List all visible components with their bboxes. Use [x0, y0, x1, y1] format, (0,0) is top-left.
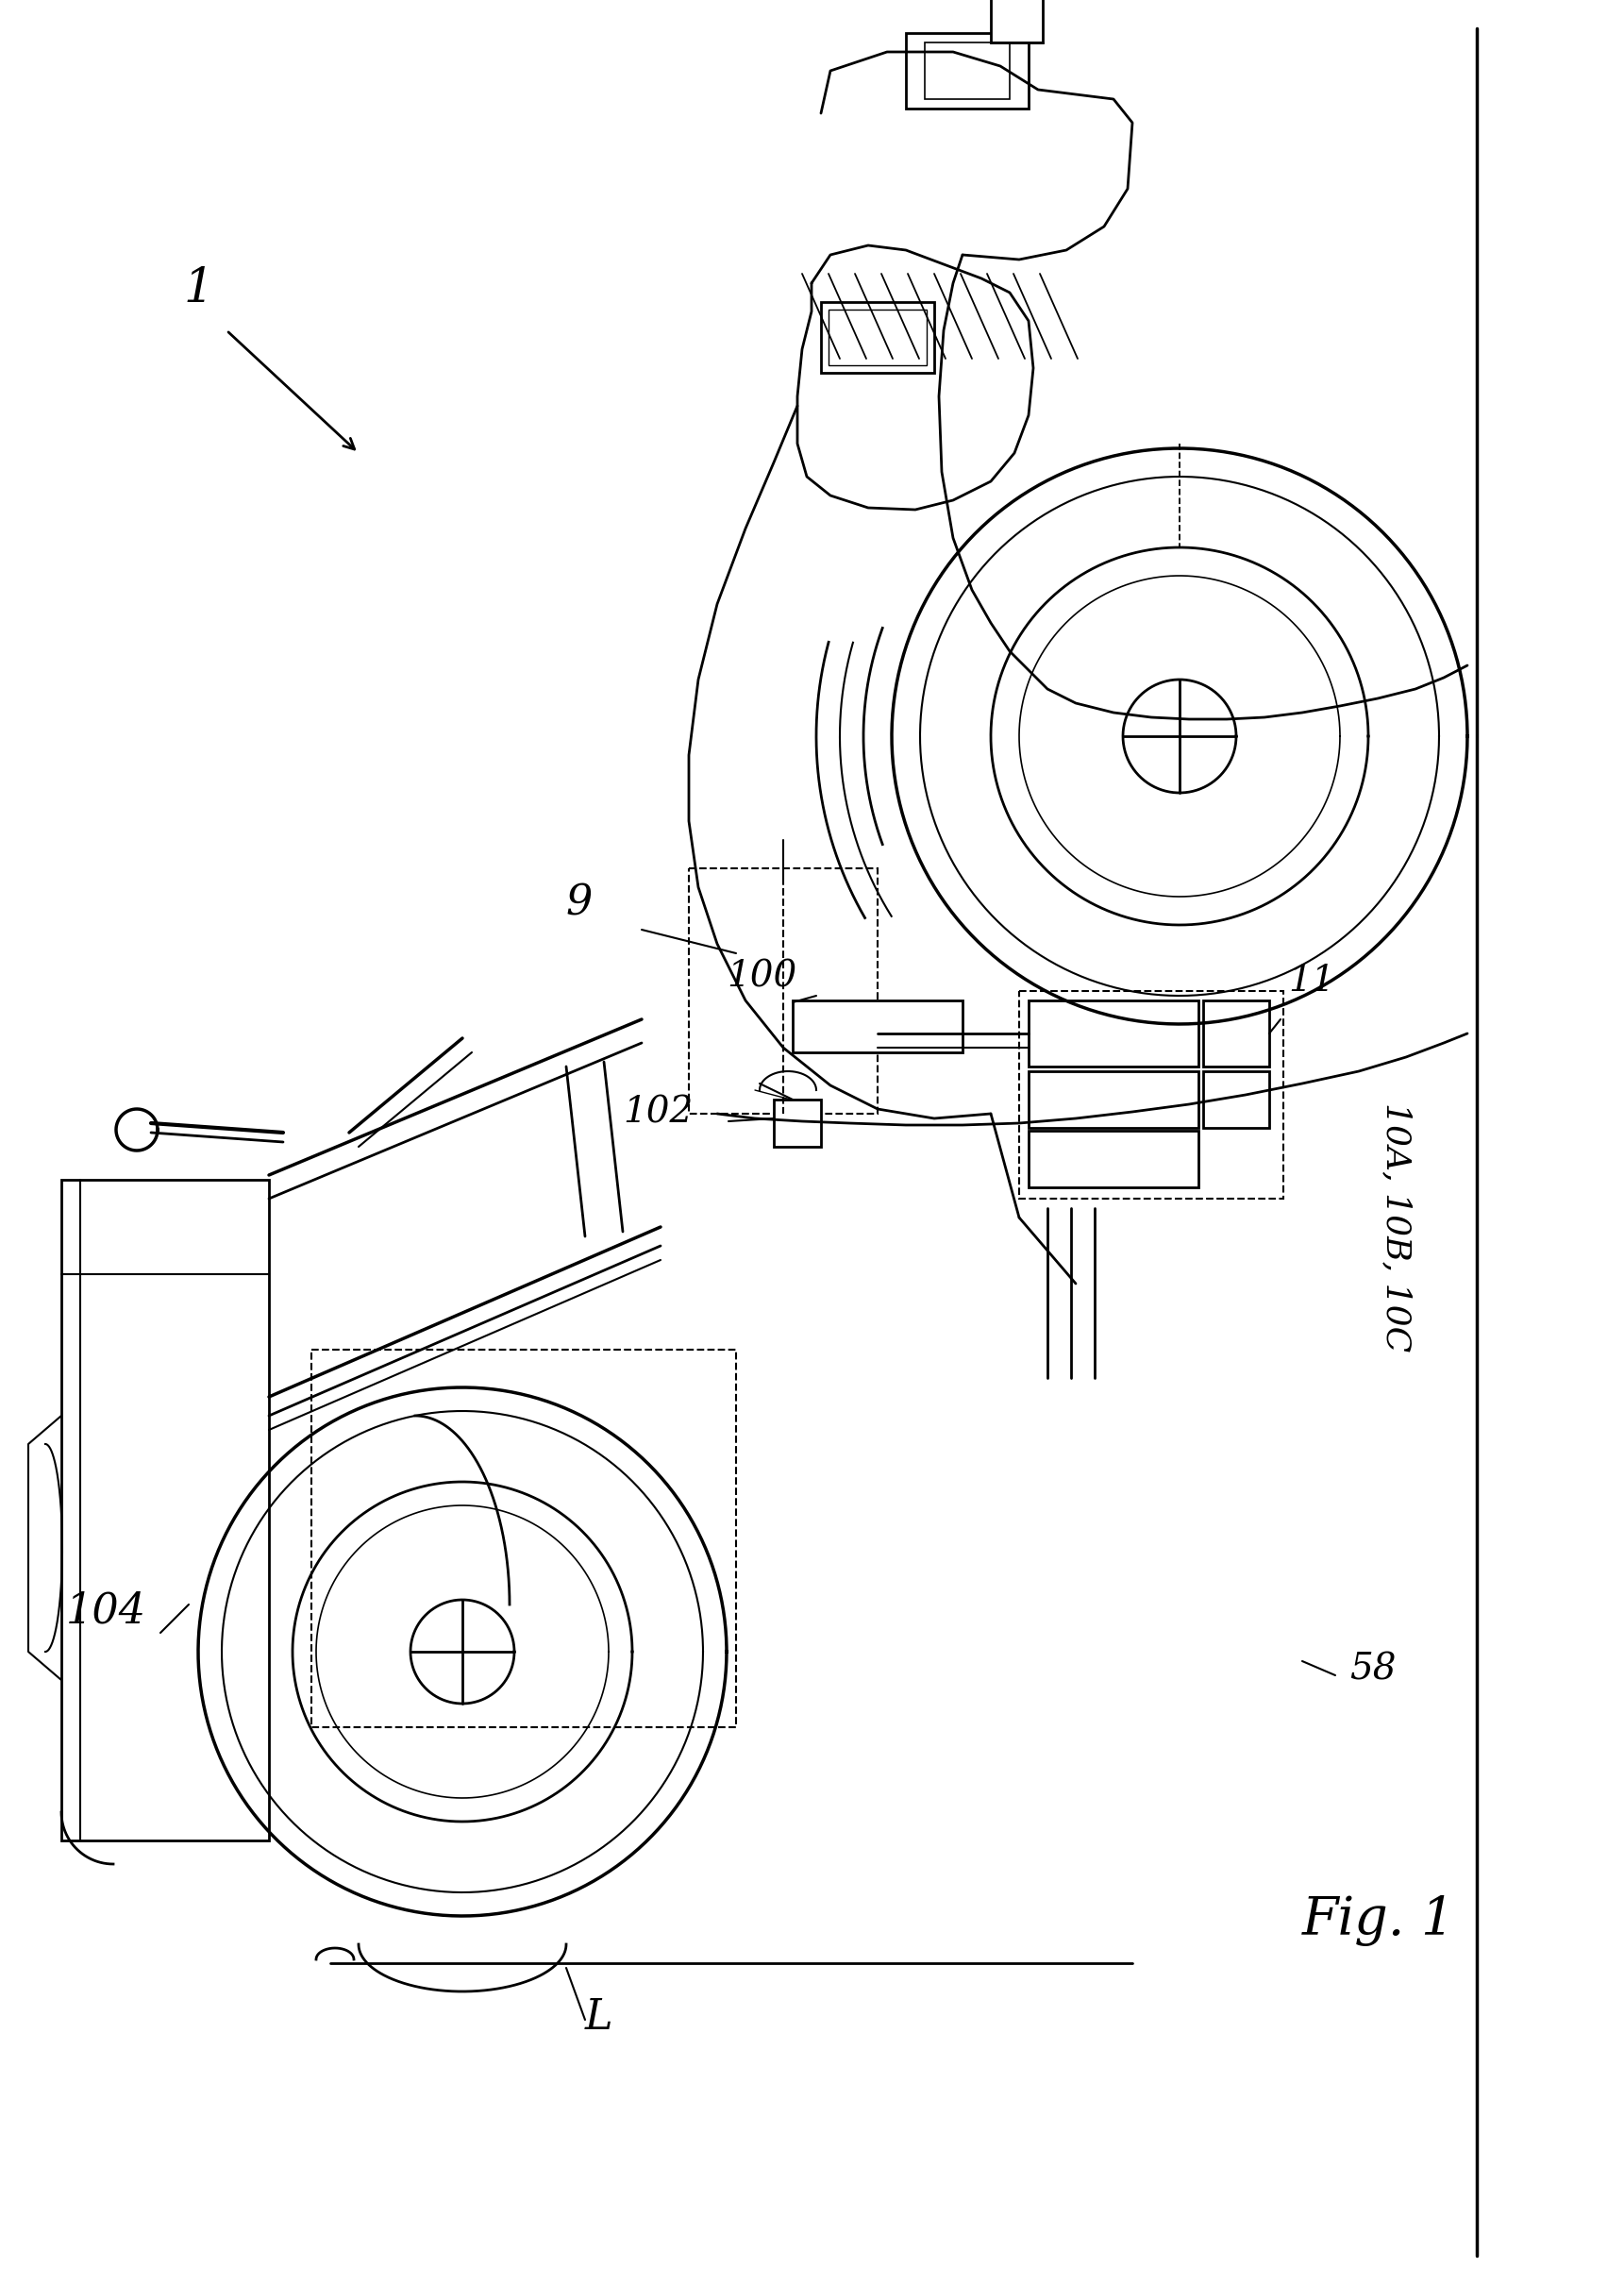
Bar: [991, 0, 1043, 43]
Bar: [62, 1179, 270, 1839]
Bar: [1020, 992, 1283, 1200]
Bar: [689, 868, 877, 1113]
Text: 58: 58: [1350, 1652, 1397, 1689]
Bar: [822, 302, 934, 372]
Text: 9: 9: [567, 884, 593, 923]
Bar: [312, 1350, 736, 1727]
Text: 1: 1: [184, 265, 214, 313]
Bar: [793, 1001, 963, 1053]
Text: Fig. 1: Fig. 1: [1302, 1894, 1455, 1947]
Bar: [1028, 1001, 1199, 1067]
Text: L: L: [585, 1997, 612, 2038]
Bar: [1203, 1001, 1270, 1067]
Bar: [773, 1099, 822, 1147]
Bar: [1028, 1131, 1199, 1188]
Bar: [924, 43, 1010, 98]
Bar: [1203, 1072, 1270, 1129]
Bar: [906, 32, 1028, 110]
Text: 104: 104: [67, 1590, 146, 1631]
Bar: [1028, 1072, 1199, 1129]
Text: 11: 11: [1288, 964, 1335, 999]
Text: 10A, 10B, 10C: 10A, 10B, 10C: [1380, 1101, 1413, 1353]
Text: 100: 100: [726, 960, 797, 994]
Bar: [828, 308, 927, 366]
Text: 102: 102: [622, 1097, 693, 1131]
